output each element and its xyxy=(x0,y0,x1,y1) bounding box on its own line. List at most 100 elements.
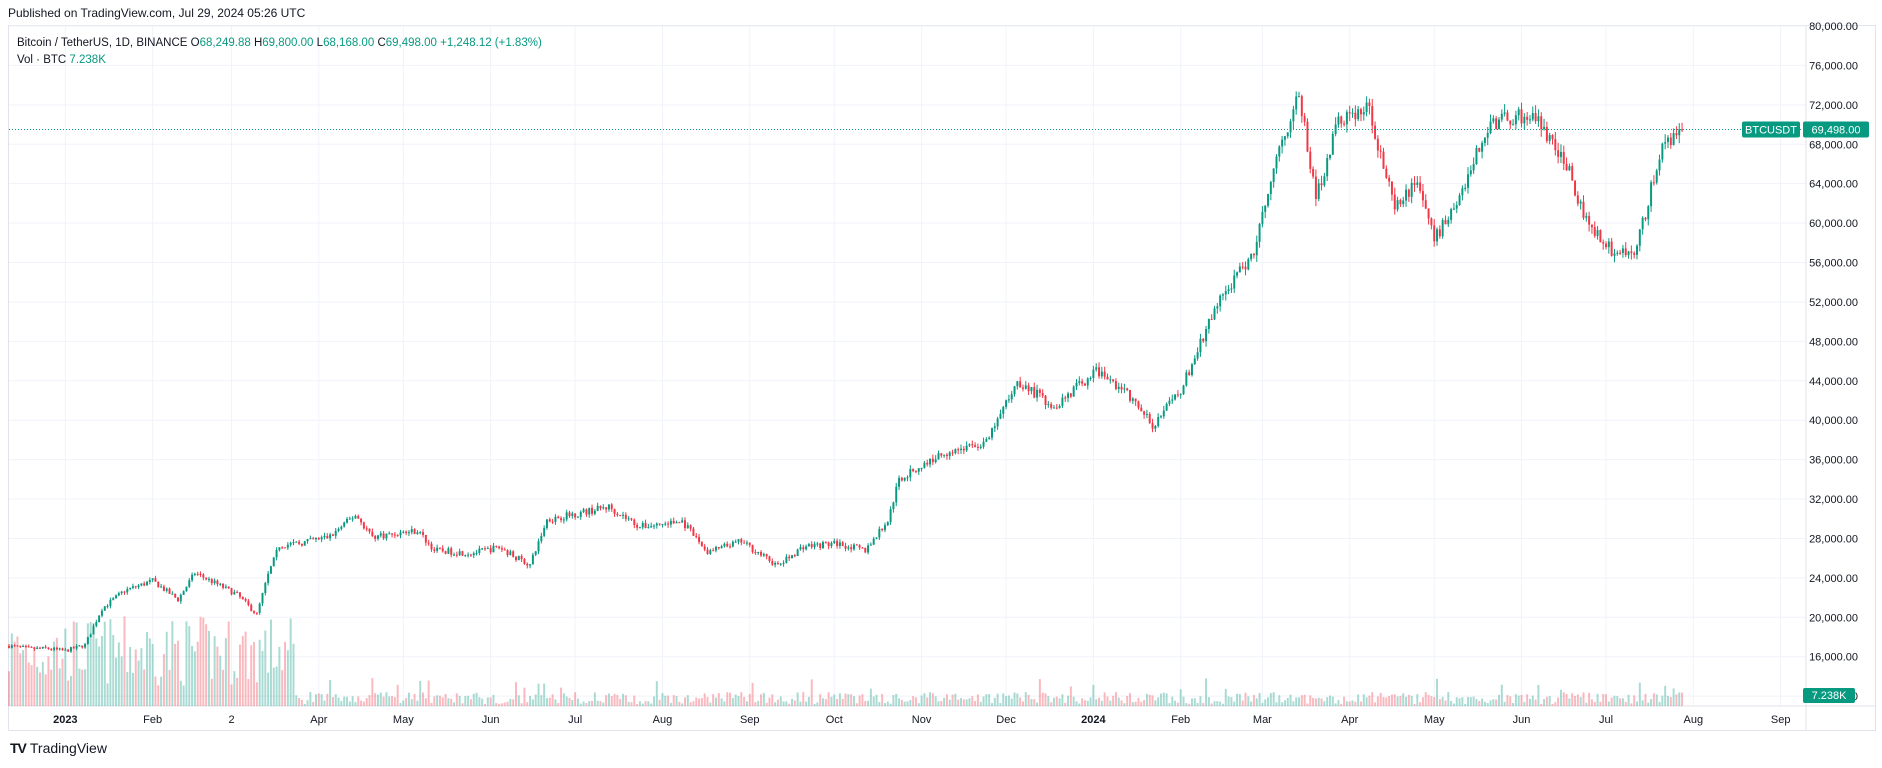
volume-bar xyxy=(616,695,619,706)
candle-body xyxy=(258,603,261,613)
volume-bar xyxy=(1478,700,1481,706)
candle-body xyxy=(1089,378,1092,380)
volume-badge: 7.238K xyxy=(1812,690,1848,702)
volume-bar xyxy=(793,700,796,706)
volume-bar xyxy=(1207,697,1210,706)
candle-body xyxy=(1616,252,1619,254)
volume-bar xyxy=(241,635,244,706)
volume-bar xyxy=(405,697,408,706)
y-tick-label: 16,000.00 xyxy=(1809,652,1858,664)
volume-bar xyxy=(1354,701,1357,706)
candle-body xyxy=(185,586,188,592)
volume-bar xyxy=(1041,692,1044,706)
y-tick-label: 68,000.00 xyxy=(1809,139,1858,151)
candle-body xyxy=(289,542,292,545)
volume-bar xyxy=(1036,702,1039,706)
volume-bar xyxy=(1300,695,1303,706)
volume-bar xyxy=(971,696,974,706)
volume-bar xyxy=(1537,684,1540,706)
volume-bar xyxy=(537,683,540,706)
candle-body xyxy=(1205,328,1208,342)
candle-body xyxy=(1117,386,1120,390)
candle-body xyxy=(678,522,681,524)
candle-body xyxy=(67,649,70,652)
candle-body xyxy=(836,540,839,546)
volume-bar xyxy=(1621,698,1624,706)
volume-bar xyxy=(1602,693,1605,706)
candle-body xyxy=(968,444,971,446)
volume-bar xyxy=(1247,696,1250,706)
volume-bar xyxy=(1309,695,1312,706)
volume-bar xyxy=(861,694,864,706)
volume-bar xyxy=(889,703,892,706)
volume-bar xyxy=(126,672,129,706)
candle-body xyxy=(1298,96,1300,98)
candle-body xyxy=(647,527,650,529)
volume-bar xyxy=(1638,682,1641,706)
candle-body xyxy=(1196,352,1199,359)
candle-body xyxy=(810,544,813,548)
candle-body xyxy=(867,545,870,553)
candle-body xyxy=(323,536,326,538)
candle-body xyxy=(714,546,717,551)
candle-body xyxy=(177,597,179,602)
candle-body xyxy=(934,459,937,463)
volume-bar xyxy=(1269,693,1272,706)
candle-body xyxy=(591,507,594,514)
volume-bar xyxy=(1607,701,1610,706)
volume-bar xyxy=(624,695,627,706)
volume-bar xyxy=(1568,698,1571,706)
candle-body xyxy=(300,543,303,546)
volume-bar xyxy=(548,697,551,706)
candle-body xyxy=(309,538,312,540)
candle-body xyxy=(1323,176,1326,186)
candle-body xyxy=(1083,383,1086,386)
volume-bar xyxy=(709,702,712,706)
candle-body xyxy=(760,551,763,556)
candle-body xyxy=(1098,367,1101,377)
candle-body xyxy=(1326,158,1329,177)
candle-body xyxy=(53,647,56,650)
volume-bar xyxy=(1295,697,1298,706)
candle-body xyxy=(1134,398,1137,402)
candle-body xyxy=(343,522,346,527)
volume-bar xyxy=(69,675,72,706)
volume-bar xyxy=(1667,695,1669,706)
candle-body xyxy=(886,522,889,526)
volume-bar xyxy=(1441,696,1444,706)
volume-bar xyxy=(92,622,95,706)
candle-body xyxy=(222,583,225,588)
volume-bar xyxy=(993,697,996,706)
candle-body xyxy=(523,559,526,564)
volume-bar xyxy=(464,696,467,706)
candle-body xyxy=(1495,118,1498,130)
candle-body xyxy=(1436,229,1439,242)
candle-body xyxy=(1652,182,1655,184)
candle-body xyxy=(985,438,988,442)
volume-bar xyxy=(30,665,33,706)
candle-body xyxy=(196,573,199,575)
candle-body xyxy=(89,634,92,638)
candle-body xyxy=(1286,132,1289,137)
volume-bar xyxy=(1562,692,1565,706)
candle-body xyxy=(1602,242,1605,244)
candle-body xyxy=(1281,139,1284,147)
candle-body xyxy=(117,593,120,596)
volume-bar xyxy=(1590,699,1593,706)
candle-body xyxy=(526,563,529,566)
candle-body xyxy=(1219,295,1222,307)
candle-body xyxy=(1452,208,1455,210)
candle-body xyxy=(298,541,301,544)
y-tick-label: 64,000.00 xyxy=(1809,179,1858,191)
volume-bar xyxy=(343,696,346,706)
candle-body xyxy=(1165,403,1168,411)
volume-bar xyxy=(1289,694,1292,706)
candle-body xyxy=(945,454,948,457)
y-tick-label: 60,000.00 xyxy=(1809,218,1858,230)
candle-body xyxy=(1030,387,1033,392)
tradingview-logo[interactable]: TV TradingView xyxy=(10,740,107,756)
legend-low: 68,168.00 xyxy=(323,37,375,49)
volume-bar xyxy=(560,687,563,706)
volume-bar xyxy=(1298,697,1300,706)
